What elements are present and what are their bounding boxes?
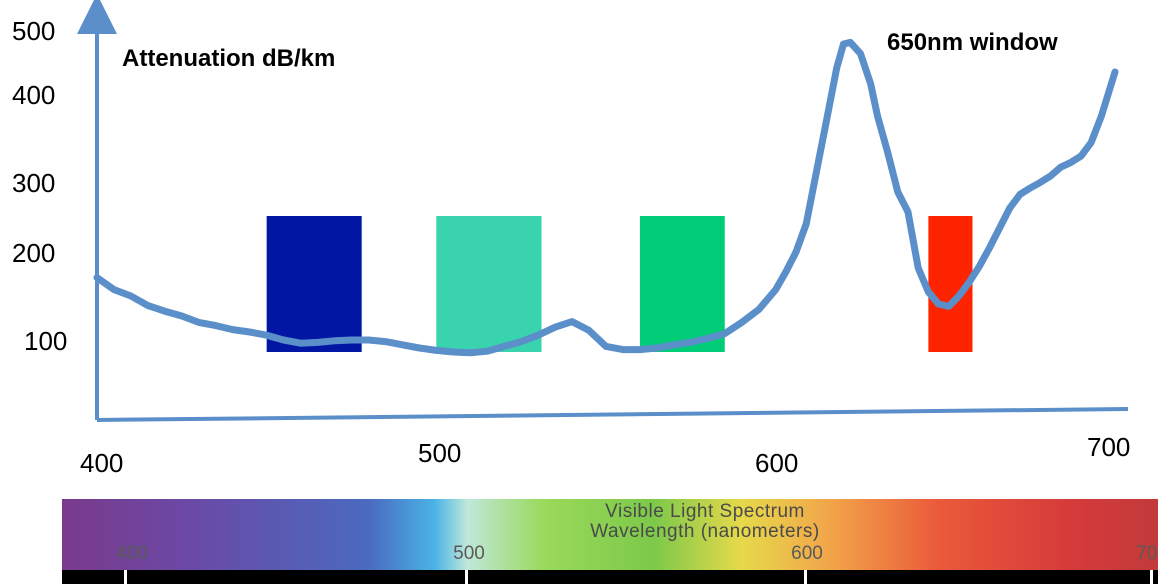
x-tick-labels: 400 500 600 700 (80, 432, 1130, 478)
spectrum-label-700: 700 (1136, 543, 1158, 564)
spectrum-label-500: 500 (453, 543, 485, 564)
attenuation-chart: 500 400 300 200 100 400 500 600 700 Attenuation… (12, 0, 1130, 478)
spectrum-tick-400 (124, 570, 127, 584)
y-tick-100: 100 (24, 326, 67, 356)
y-axis-label: Attenuation dB/km (122, 45, 335, 72)
spectrum-label-600: 600 (791, 543, 823, 564)
y-tick-400: 400 (12, 80, 55, 110)
spectrum-title: Visible Light Spectrum (605, 501, 805, 522)
y-tick-labels: 500 400 300 200 100 (12, 16, 67, 356)
x-axis (96, 407, 1129, 422)
spectrum-scale-bar (62, 570, 1158, 584)
x-tick-500: 500 (418, 438, 461, 468)
attenuation-curve (93, 38, 1119, 357)
spectrum-tick-700 (1150, 570, 1153, 584)
x-tick-700: 700 (1087, 432, 1130, 462)
visible-light-spectrum: Visible Light Spectrum Wavelength (nanom… (62, 499, 1158, 584)
wavelength-bar-2 (639, 216, 725, 352)
x-tick-400: 400 (80, 448, 123, 478)
wavelength-bar-0 (266, 216, 362, 352)
y-tick-300: 300 (12, 168, 55, 198)
spectrum-tick-600 (804, 570, 807, 584)
spectrum-gradient: Visible Light Spectrum Wavelength (nanom… (62, 499, 1158, 570)
spectrum-label-400: 400 (116, 543, 148, 564)
spectrum-subtitle: Wavelength (nanometers) (590, 521, 820, 542)
x-tick-600: 600 (755, 448, 798, 478)
y-tick-200: 200 (12, 238, 55, 268)
spectrum-tick-500 (465, 570, 468, 584)
y-tick-500: 500 (12, 16, 55, 46)
wavelength-bar-1 (436, 216, 542, 352)
wavelength-bars (266, 216, 973, 352)
window-annotation: 650nm window (887, 29, 1058, 56)
